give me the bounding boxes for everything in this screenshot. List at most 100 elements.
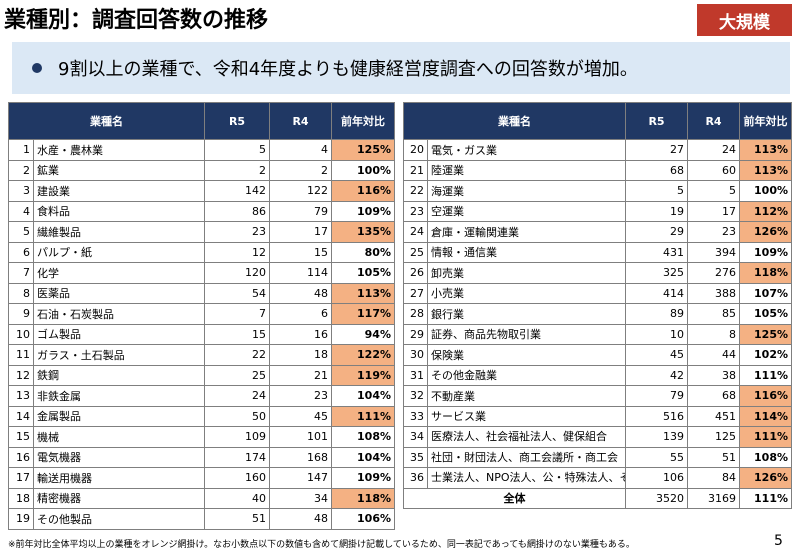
r5-value: 54 — [204, 282, 270, 304]
industry-name: 医療法人、社会福祉法人、健保組合 — [427, 426, 626, 448]
industry-name: その他金融業 — [427, 364, 626, 386]
r4-value: 4 — [269, 139, 332, 161]
table-row: 4 食料品 86 79 109% — [8, 200, 395, 222]
row-number: 22 — [403, 180, 428, 202]
row-number: 24 — [403, 221, 428, 243]
table-row: 7 化学 120 114 105% — [8, 262, 395, 284]
industry-name: ゴム製品 — [33, 323, 205, 345]
bullet-icon — [32, 63, 42, 73]
table-row: 25 情報・通信業 431 394 109% — [403, 241, 792, 263]
ratio-value: 100% — [331, 159, 395, 181]
r5-value: 51 — [204, 508, 270, 530]
r5-value: 19 — [625, 200, 688, 222]
row-number: 26 — [403, 262, 428, 284]
row-number: 34 — [403, 426, 428, 448]
row-number: 9 — [8, 303, 34, 325]
row-number: 30 — [403, 344, 428, 366]
ratio-value: 112% — [739, 200, 792, 222]
industry-name: 銀行業 — [427, 303, 626, 325]
table-row: 33 サービス業 516 451 114% — [403, 405, 792, 427]
row-number: 23 — [403, 200, 428, 222]
ratio-value: 118% — [331, 487, 395, 509]
ratio-value: 114% — [739, 405, 792, 427]
row-number: 6 — [8, 241, 34, 263]
industry-name: 化学 — [33, 262, 205, 284]
row-number: 31 — [403, 364, 428, 386]
r5-value: 5 — [204, 139, 270, 161]
row-number: 12 — [8, 364, 34, 386]
header-industry-name: 業種名 — [8, 102, 205, 140]
table-row: 20 電気・ガス業 27 24 113% — [403, 139, 792, 161]
row-number: 1 — [8, 139, 34, 161]
r4-value: 38 — [687, 364, 740, 386]
table-row: 12 鉄鋼 25 21 119% — [8, 364, 395, 386]
row-number: 8 — [8, 282, 34, 304]
r4-value: 79 — [269, 200, 332, 222]
r4-value: 8 — [687, 323, 740, 345]
row-number: 27 — [403, 282, 428, 304]
ratio-value: 113% — [331, 282, 395, 304]
table-row: 26 卸売業 325 276 118% — [403, 262, 792, 284]
table-row: 16 電気機器 174 168 104% — [8, 446, 395, 468]
table-row: 23 空運業 19 17 112% — [403, 200, 792, 222]
r5-value: 42 — [625, 364, 688, 386]
r4-value: 48 — [269, 282, 332, 304]
industry-name: サービス業 — [427, 405, 626, 427]
r4-value: 394 — [687, 241, 740, 263]
ratio-value: 102% — [739, 344, 792, 366]
r5-value: 7 — [204, 303, 270, 325]
r5-value: 142 — [204, 180, 270, 202]
table-row: 19 その他製品 51 48 106% — [8, 508, 395, 530]
r4-value: 388 — [687, 282, 740, 304]
table-row: 8 医薬品 54 48 113% — [8, 282, 395, 304]
ratio-value: 109% — [331, 467, 395, 489]
total-row: 全体 3520 3169 111% — [403, 487, 792, 509]
r5-value: 23 — [204, 221, 270, 243]
industry-name: 水産・農林業 — [33, 139, 205, 161]
table-row: 9 石油・石炭製品 7 6 117% — [8, 303, 395, 325]
r4-value: 84 — [687, 467, 740, 489]
row-number: 10 — [8, 323, 34, 345]
r5-value: 50 — [204, 405, 270, 427]
header-industry-name: 業種名 — [403, 102, 626, 140]
r5-value: 68 — [625, 159, 688, 181]
table-row: 21 陸運業 68 60 113% — [403, 159, 792, 181]
ratio-value: 108% — [739, 446, 792, 468]
row-number: 25 — [403, 241, 428, 263]
row-number: 14 — [8, 405, 34, 427]
ratio-value: 122% — [331, 344, 395, 366]
ratio-value: 108% — [331, 426, 395, 448]
r4-value: 5 — [687, 180, 740, 202]
r5-value: 25 — [204, 364, 270, 386]
ratio-value: 113% — [739, 159, 792, 181]
row-number: 32 — [403, 385, 428, 407]
r4-value: 168 — [269, 446, 332, 468]
ratio-value: 118% — [739, 262, 792, 284]
ratio-value: 105% — [331, 262, 395, 284]
table-row: 29 証券、商品先物取引業 10 8 125% — [403, 323, 792, 345]
summary-text: 9割以上の業種で、令和4年度よりも健康経営度調査への回答数が増加。 — [58, 59, 638, 80]
r5-value: 29 — [625, 221, 688, 243]
row-number: 5 — [8, 221, 34, 243]
r5-value: 27 — [625, 139, 688, 161]
row-number: 35 — [403, 446, 428, 468]
r4-value: 60 — [687, 159, 740, 181]
table-row: 28 銀行業 89 85 105% — [403, 303, 792, 325]
ratio-value: 111% — [331, 405, 395, 427]
r5-value: 22 — [204, 344, 270, 366]
r5-value: 160 — [204, 467, 270, 489]
r4-value: 51 — [687, 446, 740, 468]
table-row: 17 輸送用機器 160 147 109% — [8, 467, 395, 489]
r4-value: 48 — [269, 508, 332, 530]
table-row: 6 パルプ・紙 12 15 80% — [8, 241, 395, 263]
industry-name: 石油・石炭製品 — [33, 303, 205, 325]
r4-value: 45 — [269, 405, 332, 427]
ratio-value: 100% — [739, 180, 792, 202]
r4-value: 125 — [687, 426, 740, 448]
ratio-value: 135% — [331, 221, 395, 243]
ratio-value: 107% — [739, 282, 792, 304]
ratio-value: 94% — [331, 323, 395, 345]
r4-value: 44 — [687, 344, 740, 366]
table-row: 1 水産・農林業 5 4 125% — [8, 139, 395, 161]
